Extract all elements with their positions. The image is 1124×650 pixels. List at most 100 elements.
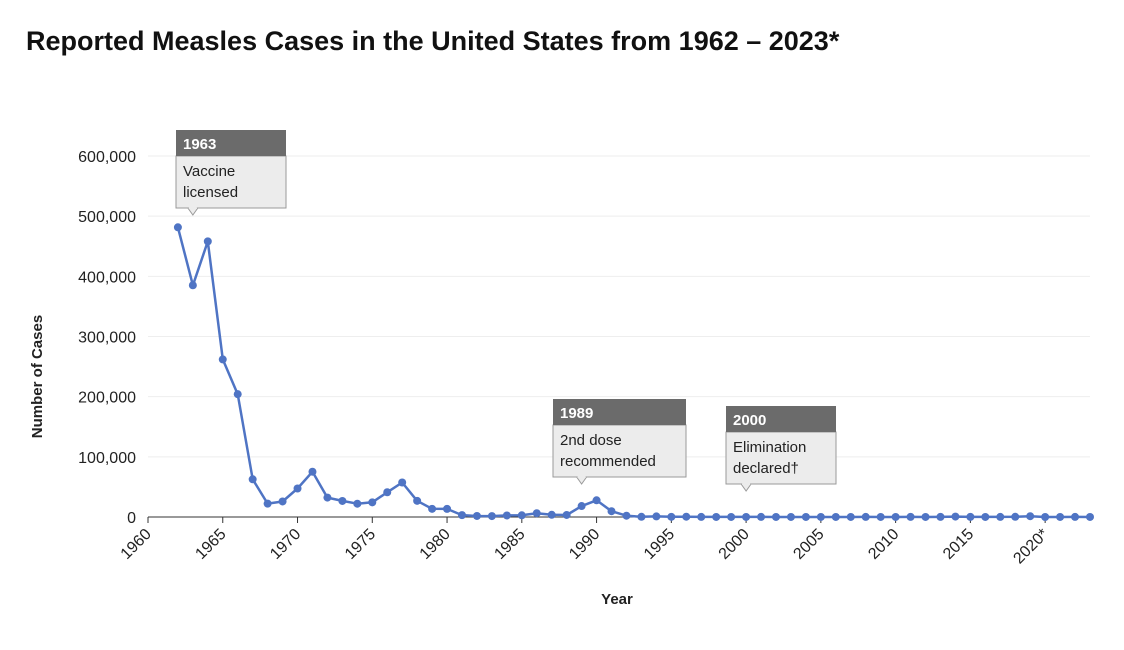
axes: 0 100,000 200,000 300,000 400,000 500,000 600,…: [29, 149, 1090, 608]
data-point: [592, 496, 601, 505]
y-tick-label: 400,000: [78, 269, 136, 286]
annotation-text: recommended: [560, 453, 656, 470]
data-point: [532, 509, 541, 518]
data-point: [1056, 512, 1065, 521]
data-point: [577, 502, 586, 511]
data-point: [906, 512, 915, 521]
annotation-text: Elimination: [733, 439, 806, 456]
annotation-text: declared†: [733, 460, 799, 477]
annotation-2000: 2000 Elimination declared†: [725, 406, 837, 492]
data-point: [1026, 512, 1035, 521]
annotation-header-text: 1963: [183, 136, 216, 153]
chart-title: Reported Measles Cases in the United Sta…: [26, 26, 840, 56]
data-point: [413, 496, 422, 505]
data-point: [323, 493, 332, 502]
annotation-pointer: [576, 476, 588, 485]
annotation-pointer: [187, 207, 199, 216]
x-tick-label: 1980: [417, 526, 454, 563]
x-tick-label: 2000: [716, 526, 753, 563]
x-tick-label: 2005: [790, 526, 827, 563]
series-cases: [173, 223, 1094, 521]
data-point: [876, 512, 885, 521]
data-point: [786, 512, 795, 521]
data-point: [951, 512, 960, 521]
y-axis-title: Number of Cases: [29, 315, 46, 438]
annotation-header: [176, 130, 286, 156]
data-point: [443, 504, 452, 513]
data-point: [1086, 512, 1094, 521]
annotations: 1963 Vaccine licensed 1989 2nd dose recommend…: [175, 130, 837, 492]
data-point: [921, 512, 930, 521]
data-point: [637, 512, 646, 521]
data-point: [861, 512, 870, 521]
data-point: [1011, 512, 1020, 521]
data-point: [981, 512, 990, 521]
data-point: [846, 512, 855, 521]
data-point: [502, 511, 511, 520]
data-point: [562, 510, 571, 519]
data-point: [742, 512, 751, 521]
data-point: [218, 355, 227, 364]
data-point: [757, 512, 766, 521]
x-tick-label: 2010: [865, 526, 902, 563]
y-tick-label: 300,000: [78, 330, 136, 347]
data-point: [338, 496, 347, 505]
annotation-body: [552, 424, 687, 478]
data-point: [667, 512, 676, 521]
data-point: [966, 512, 975, 521]
x-tick-label: 1975: [342, 526, 379, 563]
data-point: [353, 499, 362, 508]
annotation-pointer: [740, 483, 752, 492]
grid-lines: [148, 155, 1090, 458]
data-point: [233, 390, 242, 399]
y-tick-label: 500,000: [78, 209, 136, 226]
data-point: [607, 507, 616, 516]
annotation-text: licensed: [183, 184, 238, 201]
data-point: [248, 475, 257, 484]
data-point: [1041, 512, 1050, 521]
data-point: [308, 467, 317, 476]
data-point: [996, 512, 1005, 521]
data-point: [383, 488, 392, 497]
data-point: [188, 281, 197, 290]
x-tick-label: 1965: [192, 526, 229, 563]
data-point: [652, 512, 661, 521]
data-point: [487, 512, 496, 521]
data-point: [398, 478, 407, 487]
annotation-header: [726, 406, 836, 432]
data-point: [278, 497, 287, 506]
data-point: [682, 512, 691, 521]
data-point: [203, 237, 212, 246]
x-tick-label: 1960: [118, 526, 155, 563]
data-point: [712, 512, 721, 521]
data-point: [936, 512, 945, 521]
x-tick-label: 1990: [566, 526, 603, 563]
y-tick-label: 200,000: [78, 390, 136, 407]
data-point: [368, 498, 377, 507]
data-point: [263, 499, 272, 508]
annotation-1989: 1989 2nd dose recommended: [552, 399, 687, 485]
annotation-header-text: 2000: [733, 412, 766, 429]
y-tick-label: 0: [127, 510, 136, 527]
data-point: [772, 512, 780, 521]
y-tick-label: 600,000: [78, 149, 136, 166]
annotation-header-text: 1989: [560, 405, 593, 422]
data-point: [173, 223, 182, 232]
annotation-body: [175, 155, 287, 209]
x-tick-label: 1985: [491, 526, 528, 563]
data-point: [458, 511, 466, 520]
data-point: [428, 504, 437, 513]
data-point: [891, 512, 900, 521]
data-point: [697, 512, 706, 521]
data-point: [472, 511, 481, 520]
data-point: [517, 511, 526, 520]
data-point: [801, 512, 810, 521]
data-point: [831, 512, 840, 521]
x-tick-label: 2020*: [1010, 526, 1052, 568]
x-axis-title: Year: [601, 591, 633, 608]
annotation-text: 2nd dose: [560, 432, 622, 449]
data-point: [1071, 512, 1080, 521]
y-tick-label: 100,000: [78, 450, 136, 467]
data-point: [622, 511, 631, 520]
x-tick-label: 1995: [641, 526, 678, 563]
